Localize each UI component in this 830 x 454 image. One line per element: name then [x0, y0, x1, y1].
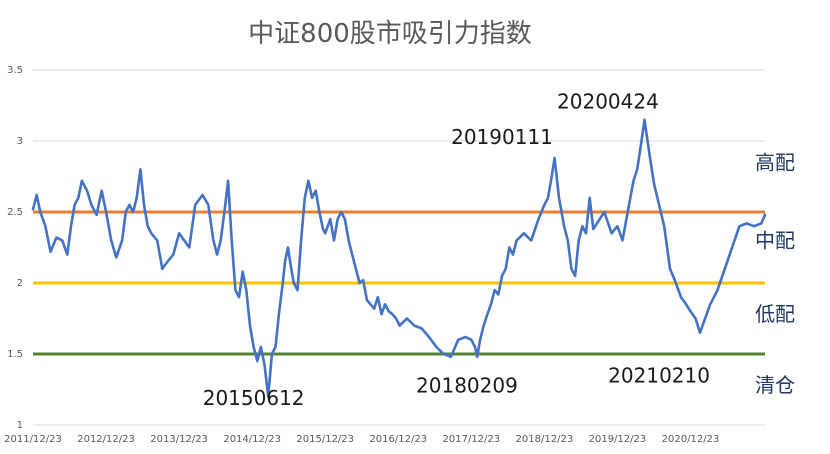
x-tick-label: 2016/12/23 — [369, 434, 427, 445]
x-tick-label: 2017/12/23 — [443, 434, 501, 445]
x-tick-label: 2019/12/23 — [589, 434, 647, 445]
y-axis-ticks: 1 1.5 2 2.5 3 3.5 — [7, 65, 23, 431]
series — [31, 118, 767, 398]
zone-label: 低配 — [755, 302, 795, 326]
date-annotation: 20150612 — [203, 386, 305, 410]
y-tick-label: 2.5 — [7, 207, 23, 218]
reference-lines — [33, 210, 765, 356]
zone-label: 高配 — [755, 150, 795, 174]
y-tick-label: 2 — [17, 278, 23, 289]
series-line — [31, 118, 767, 398]
x-tick-label: 2014/12/23 — [223, 434, 281, 445]
x-tick-label: 2013/12/23 — [150, 434, 208, 445]
y-tick-label: 3 — [17, 136, 23, 147]
zone-label: 中配 — [755, 228, 795, 252]
y-tick-label: 1.5 — [7, 349, 23, 360]
zone-label: 清仓 — [755, 373, 795, 397]
date-annotation: 20190111 — [451, 125, 553, 149]
y-tick-label: 3.5 — [7, 65, 23, 76]
x-tick-label: 2011/12/23 — [4, 434, 62, 445]
x-tick-label: 2018/12/23 — [516, 434, 574, 445]
date-annotation: 20210210 — [608, 363, 710, 387]
x-tick-label: 2020/12/23 — [662, 434, 720, 445]
x-axis-ticks: 2011/12/23 2012/12/23 2013/12/23 2014/12/23… — [4, 434, 719, 445]
y-tick-label: 1 — [17, 420, 23, 431]
chart-title: 中证800股市吸引力指数 — [248, 19, 532, 49]
x-tick-label: 2015/12/23 — [296, 434, 354, 445]
date-annotation: 20180209 — [416, 373, 518, 397]
date-annotation: 20200424 — [557, 89, 659, 113]
x-tick-label: 2012/12/23 — [77, 434, 135, 445]
